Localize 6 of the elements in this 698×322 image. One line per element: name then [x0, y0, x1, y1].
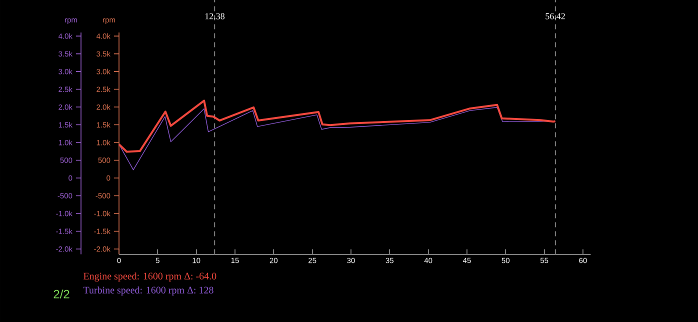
text: 2/2 — [54, 290, 70, 298]
line-series — [118, 100, 556, 153]
ref-line-label: 12.38 — [205, 13, 225, 20]
text: Engine speed: 1600 rpm Δ: -64.0 — [83, 272, 216, 282]
ref-line-label: 56.42 — [546, 13, 565, 20]
text: Turbine speed: 1600 rpm Δ: 128 — [83, 286, 214, 296]
